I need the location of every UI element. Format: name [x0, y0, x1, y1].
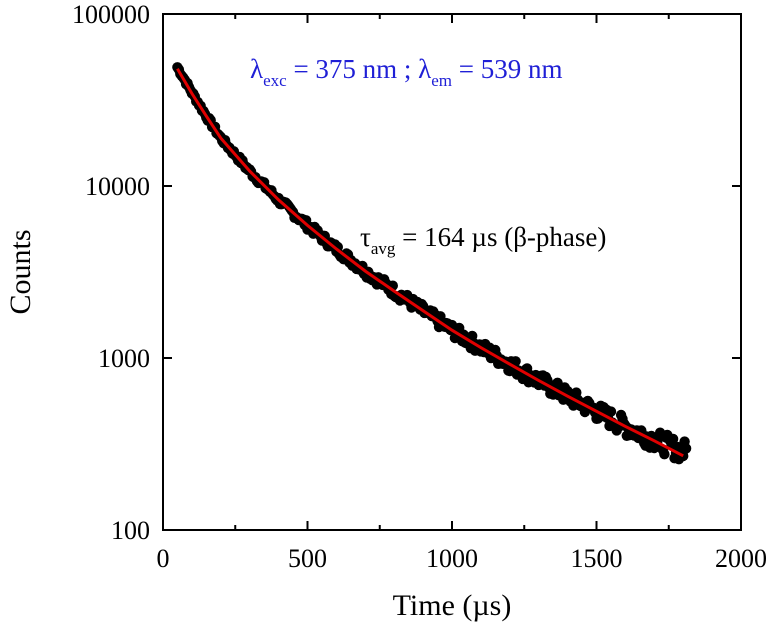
lifetime-annotation: τavg = 164 µs (β-phase)	[360, 222, 606, 258]
y-tick-label: 100000	[72, 0, 150, 29]
annotation-subscript: exc	[263, 71, 287, 90]
x-axis-title: Time (µs)	[393, 589, 512, 622]
y-tick-label: 1000	[98, 344, 150, 373]
x-tick-label: 500	[288, 544, 327, 573]
y-tick-label: 10000	[85, 172, 150, 201]
data-points	[172, 62, 692, 465]
data-point	[659, 449, 670, 460]
annotation-subscript: avg	[371, 239, 396, 258]
x-tick-label: 1500	[571, 544, 623, 573]
excitation-annotation: λexc = 375 nm ; λem = 539 nm	[250, 54, 563, 90]
annotation-text: = 164 µs (β-phase)	[395, 222, 606, 252]
y-axis-title: Counts	[4, 229, 37, 314]
y-tick-label: 100	[111, 516, 150, 545]
data-point	[667, 433, 679, 445]
annotation-text: = 539 nm	[452, 54, 562, 84]
annotation-text: λ	[250, 54, 263, 84]
x-tick-label: 2000	[715, 544, 767, 573]
fit-curve	[176, 68, 684, 458]
data-point	[680, 443, 692, 454]
annotation-subscript: em	[431, 71, 452, 90]
x-tick-label: 1000	[426, 544, 478, 573]
annotation-text: τ	[360, 222, 371, 252]
tick-labels: 0 500 1000 1500 2000 100 1000 10000 100000	[72, 0, 767, 573]
x-tick-label: 0	[157, 544, 170, 573]
data-point	[605, 406, 617, 417]
annotation-text: = 375 nm ; λ	[287, 54, 432, 84]
tick-marks	[162, 13, 742, 531]
data-point	[510, 356, 521, 367]
